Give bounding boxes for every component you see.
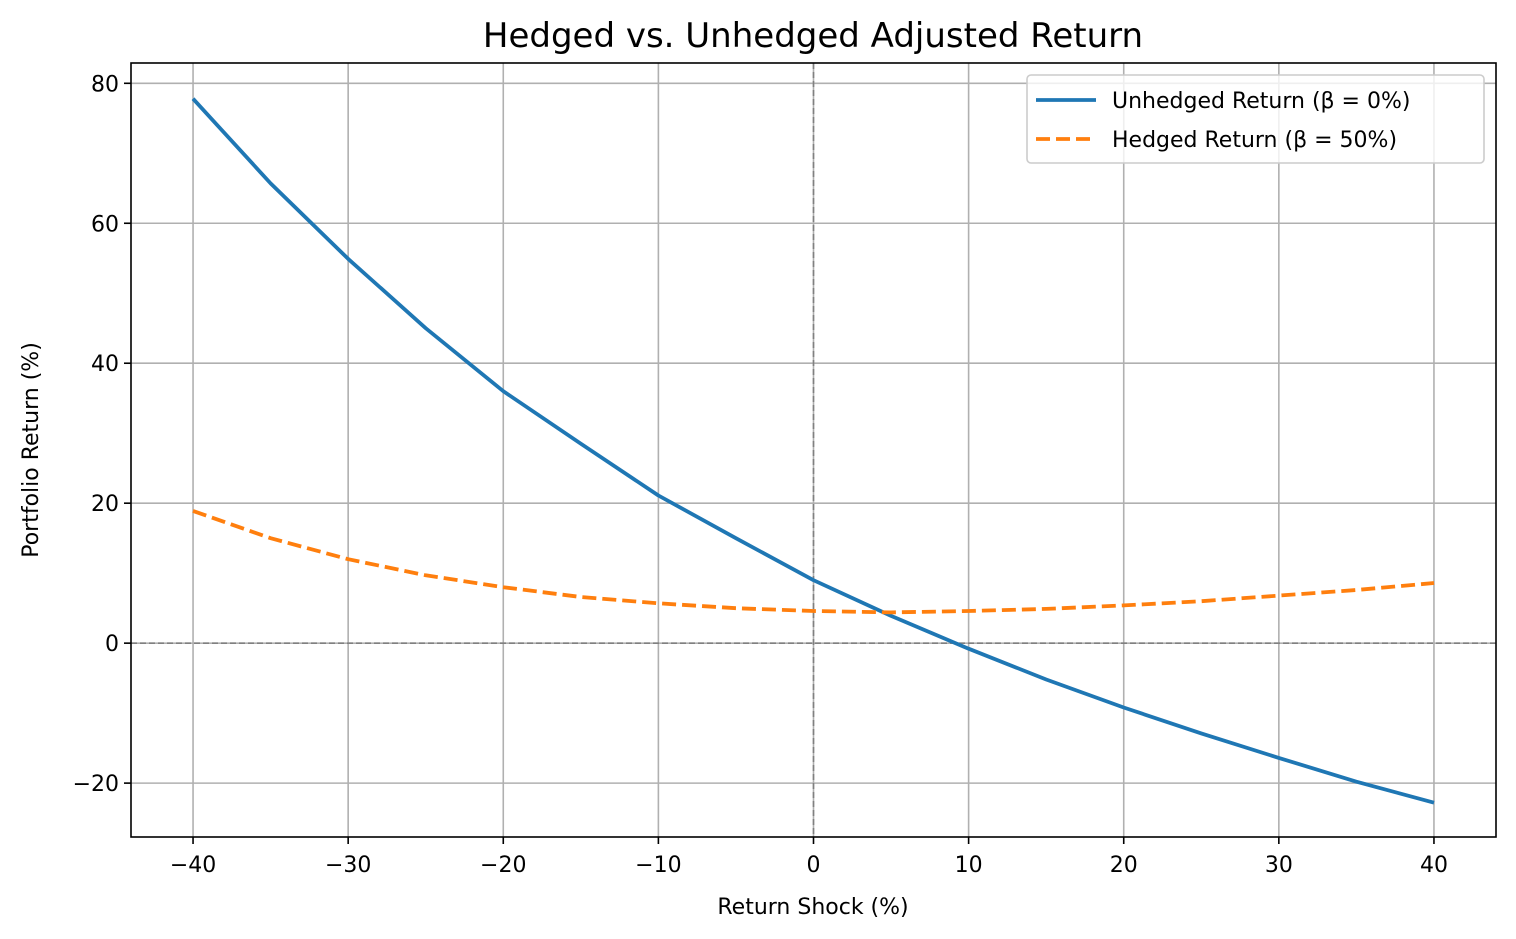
y-tick-label: 80 (91, 72, 119, 97)
y-tick-label: 60 (91, 212, 119, 237)
x-tick-label: 30 (1265, 853, 1293, 878)
y-tick-label: −20 (73, 772, 119, 797)
legend: Unhedged Return (β = 0%) Hedged Return (… (1026, 74, 1485, 164)
x-tick-label: −30 (325, 853, 371, 878)
reference-lines (131, 63, 1496, 837)
legend-label-unhedged: Unhedged Return (β = 0%) (1112, 89, 1410, 114)
series-line-hedged (192, 509, 1435, 615)
x-tick-label: −10 (635, 853, 681, 878)
x-tick-label: 40 (1420, 853, 1448, 878)
y-tick-label: 20 (91, 492, 119, 517)
legend-box (1026, 74, 1485, 164)
y-tick-label: 40 (91, 352, 119, 377)
x-tick-label: 0 (807, 853, 821, 878)
x-axis-label: Return Shock (%) (717, 895, 908, 920)
series-line-unhedged (191, 97, 1435, 805)
y-axis-label: Portfolio Return (%) (19, 342, 44, 558)
legend-label-hedged: Hedged Return (β = 50%) (1112, 128, 1397, 153)
tick-layer: −40 −30 −20 −10 0 10 20 30 40 −20 0 20 40 60 80 (73, 72, 1448, 878)
x-tick-label: 10 (955, 853, 983, 878)
series-layer (191, 97, 1435, 805)
chart-title: Hedged vs. Unhedged Adjusted Return (483, 16, 1143, 56)
x-tick-label: −40 (170, 853, 216, 878)
x-tick-label: 20 (1110, 853, 1138, 878)
y-tick-label: 0 (105, 632, 119, 657)
x-tick-label: −20 (480, 853, 526, 878)
